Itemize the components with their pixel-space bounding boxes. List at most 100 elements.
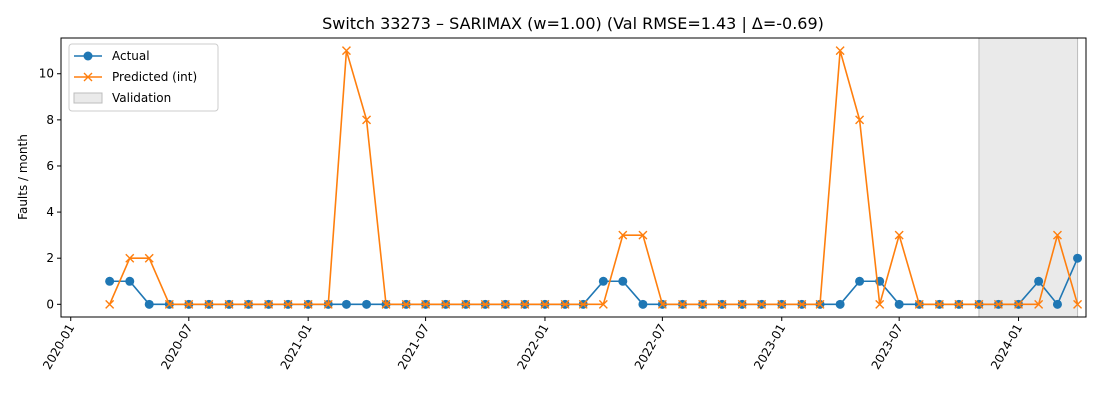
y-tick-label: 2	[46, 251, 54, 265]
data-point	[598, 276, 608, 286]
x-tick-label: 2020-07	[158, 322, 195, 372]
legend-item[interactable]: Actual	[74, 49, 150, 63]
data-point	[855, 115, 865, 125]
data-point	[638, 230, 648, 240]
data-point	[560, 299, 570, 309]
legend-label: Validation	[112, 91, 171, 105]
data-point	[540, 299, 550, 309]
validation-span	[978, 37, 1079, 318]
data-point	[638, 299, 648, 309]
data-point	[1034, 299, 1044, 309]
data-point	[362, 115, 372, 125]
data-point	[441, 299, 451, 309]
data-point	[500, 299, 510, 309]
y-tick-label: 4	[46, 205, 54, 219]
x-tick-label: 2023-07	[869, 322, 906, 372]
data-point	[677, 299, 687, 309]
x-tick-label: 2020-01	[40, 322, 77, 372]
data-point	[993, 299, 1003, 309]
x-tick-label: 2024-01	[988, 322, 1025, 372]
data-point	[164, 299, 174, 309]
data-point	[421, 299, 431, 309]
data-point	[914, 299, 924, 309]
data-point	[362, 299, 372, 309]
y-axis-title: Faults / month	[16, 134, 30, 220]
data-point	[934, 299, 944, 309]
data-point	[618, 230, 628, 240]
x-tick-label: 2022-01	[514, 322, 551, 372]
data-point	[243, 299, 253, 309]
data-point	[717, 299, 727, 309]
data-point	[1014, 299, 1024, 309]
data-point	[204, 299, 214, 309]
data-point	[797, 299, 807, 309]
data-point	[264, 299, 274, 309]
data-point	[757, 299, 767, 309]
data-point	[381, 299, 391, 309]
data-point	[303, 299, 313, 309]
data-point	[875, 299, 885, 309]
data-point	[815, 299, 825, 309]
legend-marker	[83, 51, 93, 61]
data-point	[144, 299, 154, 309]
x-tick-label: 2021-07	[395, 322, 432, 372]
legend-swatch	[73, 92, 103, 104]
data-point	[974, 299, 984, 309]
y-tick-label: 8	[46, 113, 54, 127]
legend[interactable]: Actual Predicted (int) Validation	[68, 43, 219, 112]
data-point	[1034, 276, 1044, 286]
legend-marker	[83, 72, 93, 82]
data-point	[894, 230, 904, 240]
y-axis: 0 2 4 6 8 10	[39, 67, 61, 311]
data-point	[105, 299, 115, 309]
chart-title: Switch 33273 – SARIMAX (w=1.00) (Val RMS…	[322, 14, 824, 33]
series-line	[109, 257, 1079, 306]
data-point	[1073, 299, 1083, 309]
legend-item[interactable]: Validation	[73, 91, 171, 105]
data-point	[323, 299, 333, 309]
legend-label: Actual	[112, 49, 150, 63]
data-point	[894, 299, 904, 309]
y-tick-label: 6	[46, 159, 54, 173]
data-point	[184, 299, 194, 309]
data-point	[461, 299, 471, 309]
data-point	[657, 299, 667, 309]
data-point	[144, 253, 154, 263]
data-point	[341, 46, 351, 56]
x-axis: 2020-01 2020-07 2021-01 2021-07 2022-01 2022-…	[40, 317, 1025, 372]
data-point	[618, 276, 628, 286]
plot-frame	[60, 37, 1087, 318]
series-line	[108, 49, 1079, 306]
x-tick-label: 2021-01	[278, 322, 315, 372]
x-tick-label: 2022-07	[632, 322, 669, 372]
data-point	[1073, 253, 1083, 263]
data-point	[698, 299, 708, 309]
data-point	[105, 276, 115, 286]
data-point	[954, 299, 964, 309]
y-tick-label: 10	[39, 67, 54, 81]
series-predicted	[105, 46, 1083, 309]
data-point	[341, 299, 351, 309]
data-point	[283, 299, 293, 309]
legend-box	[68, 43, 219, 112]
legend-label: Predicted (int)	[112, 70, 197, 84]
data-point	[1052, 230, 1062, 240]
data-point	[125, 276, 135, 286]
data-point	[835, 299, 845, 309]
data-point	[520, 299, 530, 309]
x-tick-label: 2023-01	[751, 322, 788, 372]
data-point	[598, 299, 608, 309]
data-point	[1052, 299, 1062, 309]
legend-item[interactable]: Predicted (int)	[74, 70, 197, 84]
data-point	[480, 299, 490, 309]
data-point	[125, 253, 135, 263]
data-point	[855, 276, 865, 286]
data-point	[737, 299, 747, 309]
data-point	[224, 299, 234, 309]
data-point	[777, 299, 787, 309]
data-point	[401, 299, 411, 309]
data-point	[578, 299, 588, 309]
data-point	[835, 46, 845, 56]
y-tick-label: 0	[46, 297, 54, 311]
